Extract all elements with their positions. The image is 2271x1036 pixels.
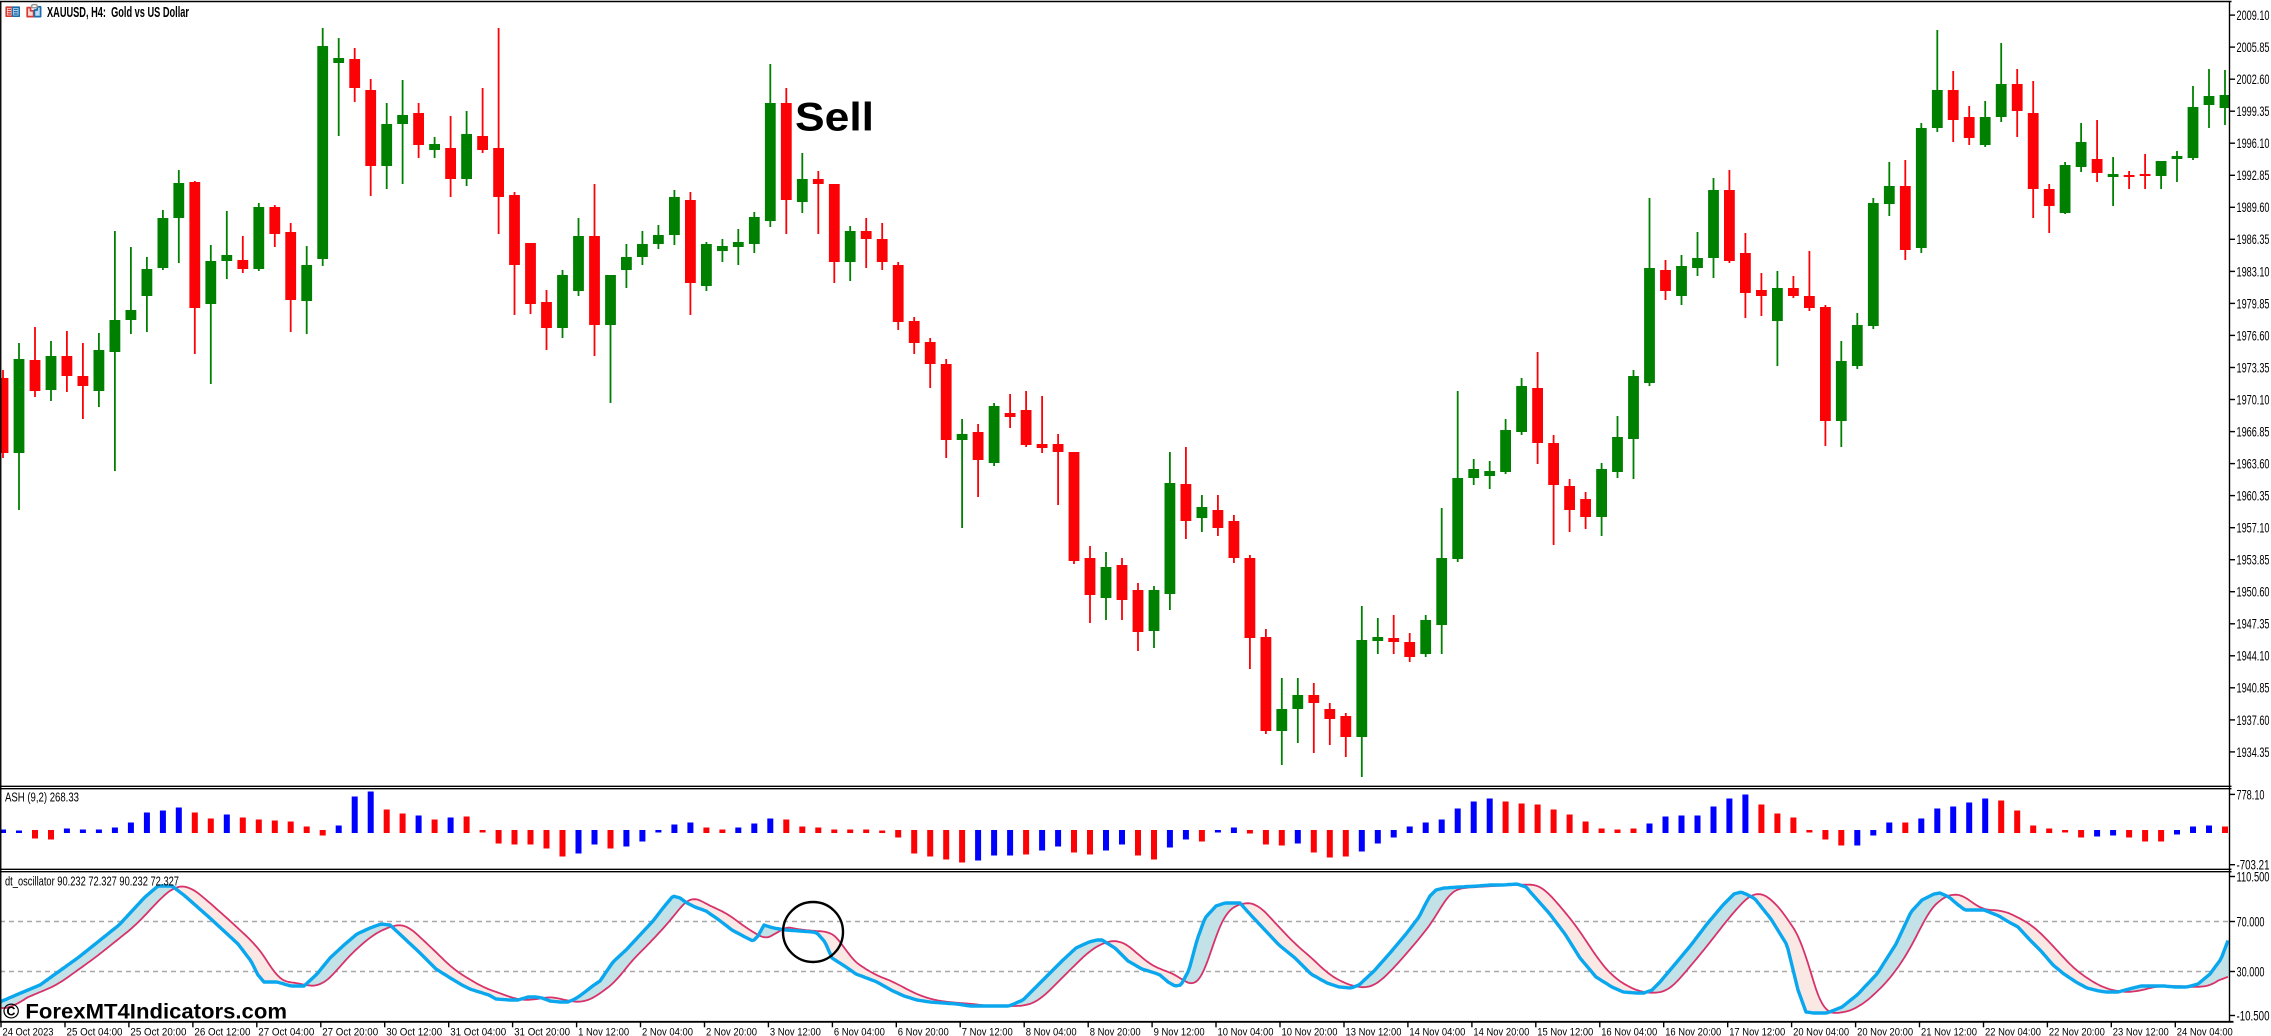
svg-text:23 Nov 12:00: 23 Nov 12:00 <box>2113 1026 2169 1036</box>
svg-text:110.500: 110.500 <box>2237 869 2270 884</box>
svg-text:1970.10: 1970.10 <box>2237 392 2270 407</box>
svg-text:21 Nov 12:00: 21 Nov 12:00 <box>1921 1026 1977 1036</box>
svg-text:26 Oct 12:00: 26 Oct 12:00 <box>194 1026 250 1036</box>
svg-text:2002.60: 2002.60 <box>2237 72 2270 87</box>
svg-text:24 Nov 04:00: 24 Nov 04:00 <box>2177 1026 2233 1036</box>
svg-text:1934.35: 1934.35 <box>2237 745 2270 760</box>
svg-text:1947.35: 1947.35 <box>2237 617 2270 632</box>
svg-text:1992.85: 1992.85 <box>2237 168 2270 183</box>
svg-text:1986.35: 1986.35 <box>2237 232 2270 247</box>
svg-text:25 Oct 04:00: 25 Oct 04:00 <box>67 1026 123 1036</box>
svg-text:dt_oscillator 90.232 72.327 90: dt_oscillator 90.232 72.327 90.232 72.32… <box>5 874 179 889</box>
svg-text:1944.10: 1944.10 <box>2237 649 2270 664</box>
svg-text:7 Nov 12:00: 7 Nov 12:00 <box>962 1026 1013 1036</box>
svg-text:31 Oct 04:00: 31 Oct 04:00 <box>450 1026 506 1036</box>
svg-text:1996.10: 1996.10 <box>2237 136 2270 151</box>
svg-text:ASH (9,2) 268.33: ASH (9,2) 268.33 <box>5 790 79 805</box>
svg-text:13 Nov 12:00: 13 Nov 12:00 <box>1346 1026 1402 1036</box>
svg-text:6 Nov 20:00: 6 Nov 20:00 <box>898 1026 949 1036</box>
svg-text:-703.21: -703.21 <box>2237 858 2270 873</box>
svg-text:3 Nov 12:00: 3 Nov 12:00 <box>770 1026 821 1036</box>
svg-text:1937.60: 1937.60 <box>2237 713 2270 728</box>
svg-text:1963.60: 1963.60 <box>2237 457 2270 472</box>
svg-text:31 Oct 20:00: 31 Oct 20:00 <box>514 1026 570 1036</box>
svg-text:30.000: 30.000 <box>2237 964 2265 979</box>
svg-text:1960.35: 1960.35 <box>2237 489 2270 504</box>
svg-text:1953.85: 1953.85 <box>2237 553 2270 568</box>
svg-text:14 Nov 04:00: 14 Nov 04:00 <box>1409 1026 1465 1036</box>
svg-text:1940.85: 1940.85 <box>2237 681 2270 696</box>
svg-text:1989.60: 1989.60 <box>2237 200 2270 215</box>
svg-text:1973.35: 1973.35 <box>2237 360 2270 375</box>
svg-text:10 Nov 20:00: 10 Nov 20:00 <box>1282 1026 1338 1036</box>
svg-text:Sell: Sell <box>795 96 874 140</box>
svg-text:15 Nov 12:00: 15 Nov 12:00 <box>1537 1026 1593 1036</box>
svg-text:25 Oct 20:00: 25 Oct 20:00 <box>130 1026 186 1036</box>
svg-text:© ForexMT4Indicators.com: © ForexMT4Indicators.com <box>3 1000 287 1024</box>
svg-text:1976.60: 1976.60 <box>2237 328 2270 343</box>
svg-text:1999.35: 1999.35 <box>2237 104 2270 119</box>
svg-text:30 Oct 12:00: 30 Oct 12:00 <box>386 1026 442 1036</box>
svg-text:70.000: 70.000 <box>2237 914 2265 929</box>
svg-text:24 Oct 2023: 24 Oct 2023 <box>3 1026 54 1036</box>
svg-text:16 Nov 20:00: 16 Nov 20:00 <box>1665 1026 1721 1036</box>
svg-text:1979.85: 1979.85 <box>2237 296 2270 311</box>
svg-text:2005.85: 2005.85 <box>2237 40 2270 55</box>
svg-text:2 Nov 04:00: 2 Nov 04:00 <box>642 1026 693 1036</box>
svg-text:10 Nov 04:00: 10 Nov 04:00 <box>1218 1026 1274 1036</box>
svg-text:14 Nov 20:00: 14 Nov 20:00 <box>1473 1026 1529 1036</box>
svg-text:1983.10: 1983.10 <box>2237 264 2270 279</box>
svg-text:1 Nov 12:00: 1 Nov 12:00 <box>578 1026 629 1036</box>
svg-text:2009.10: 2009.10 <box>2237 8 2270 23</box>
svg-text:20 Nov 04:00: 20 Nov 04:00 <box>1793 1026 1849 1036</box>
svg-text:9 Nov 12:00: 9 Nov 12:00 <box>1154 1026 1205 1036</box>
svg-text:2 Nov 20:00: 2 Nov 20:00 <box>706 1026 757 1036</box>
svg-text:-10.500: -10.500 <box>2237 1008 2270 1023</box>
svg-text:8 Nov 04:00: 8 Nov 04:00 <box>1026 1026 1077 1036</box>
svg-text:27 Oct 04:00: 27 Oct 04:00 <box>258 1026 314 1036</box>
svg-text:8 Nov 20:00: 8 Nov 20:00 <box>1090 1026 1141 1036</box>
svg-text:1957.10: 1957.10 <box>2237 521 2270 536</box>
svg-text:22 Nov 20:00: 22 Nov 20:00 <box>2049 1026 2105 1036</box>
svg-text:778.10: 778.10 <box>2237 787 2265 802</box>
svg-text:1950.60: 1950.60 <box>2237 585 2270 600</box>
svg-text:1966.85: 1966.85 <box>2237 425 2270 440</box>
svg-text:17 Nov 12:00: 17 Nov 12:00 <box>1729 1026 1785 1036</box>
svg-text:6 Nov 04:00: 6 Nov 04:00 <box>834 1026 885 1036</box>
svg-text:27 Oct 20:00: 27 Oct 20:00 <box>322 1026 378 1036</box>
svg-text:20 Nov 20:00: 20 Nov 20:00 <box>1857 1026 1913 1036</box>
svg-text:XAUUSD, H4: Gold vs US Dollar: XAUUSD, H4: Gold vs US Dollar <box>47 5 189 21</box>
svg-text:16 Nov 04:00: 16 Nov 04:00 <box>1601 1026 1657 1036</box>
svg-text:22 Nov 04:00: 22 Nov 04:00 <box>1985 1026 2041 1036</box>
